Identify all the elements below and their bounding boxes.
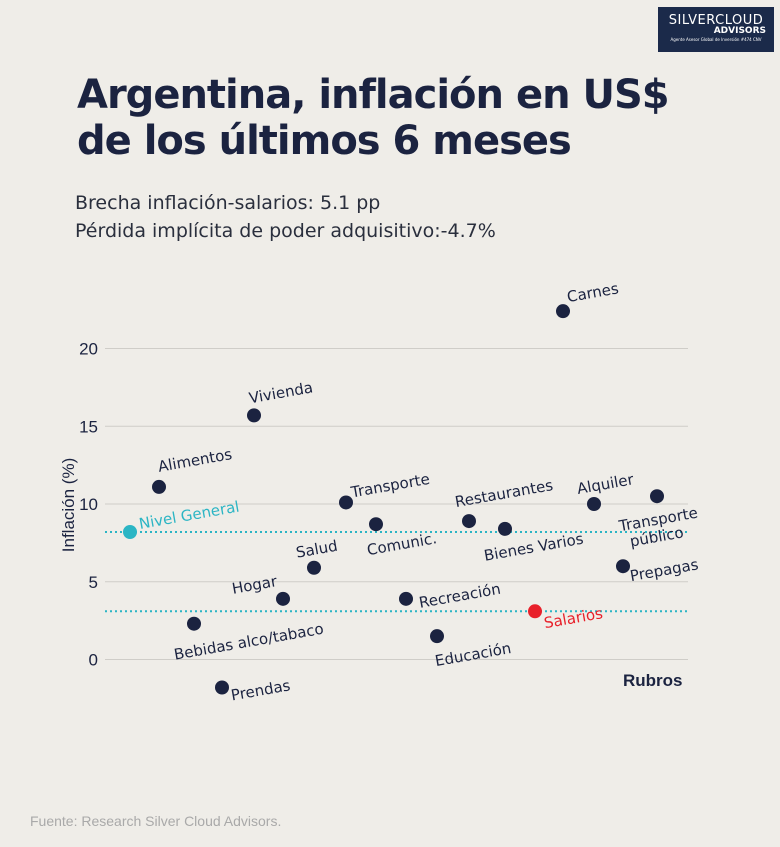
data-point [616,559,630,574]
y-tick-label: 20 [79,340,98,359]
logo-line3: Agente Asesor Global de Inversión #474 C… [670,37,762,42]
data-point [247,408,261,423]
y-tick-label: 0 [89,651,98,670]
title-line1: Argentina, inflación en US$ [77,72,670,118]
data-point [276,591,290,606]
data-point [587,497,601,511]
point-label: Prendas [230,676,292,704]
data-point [556,304,570,319]
data-point [498,521,512,536]
data-point [430,629,444,644]
y-axis-label: Inflación (%) [59,458,78,552]
data-point [528,604,542,619]
title-line2: de los últimos 6 meses [77,118,572,164]
data-point [369,517,383,532]
point-label: Transportepúblico [617,504,702,552]
data-point [215,680,229,695]
point-label: Recreación [418,580,502,612]
data-point [123,524,137,539]
y-tick-label: 15 [79,417,98,436]
point-label: Nivel General [138,498,241,533]
data-point [399,591,413,606]
point-label: Carnes [566,279,621,306]
subtitle-gap: Brecha inflación-salarios: 5.1 pp [75,192,381,214]
point-label: Hogar [231,572,280,598]
point-label: Alquiler [576,470,636,498]
data-point [187,616,201,631]
point-label: Prepagas [629,555,700,585]
x-axis-label: Rubros [623,671,683,690]
y-tick-label: 5 [89,573,98,592]
point-label: Educación [434,639,513,670]
logo-line2: ADVISORS [713,26,766,36]
point-label: Salarios [543,604,605,632]
data-point [339,495,353,510]
silvercloud-logo: SILVERCLOUD ADVISORS Agente Asesor Globa… [658,7,774,52]
data-point [462,514,476,529]
point-label: Restaurantes [454,476,555,511]
y-tick-label: 10 [79,495,98,514]
logo-line1: SILVERCLOUD [668,13,764,28]
point-label: Vivienda [248,378,315,407]
point-label: Salud [295,537,339,562]
point-label: Alimentos [157,445,234,476]
page-title: Argentina, inflación en US$ de los últim… [77,72,670,164]
data-point [650,489,664,504]
point-label: Transporte [349,470,432,502]
point-label: Bienes Varios [483,530,585,565]
subtitle-loss: Pérdida implícita de poder adquisitivo:-… [75,220,496,242]
data-point [152,479,166,494]
point-label: Comunic. [366,529,439,559]
source-footer: Fuente: Research Silver Cloud Advisors. [30,813,282,829]
data-point [307,560,321,575]
